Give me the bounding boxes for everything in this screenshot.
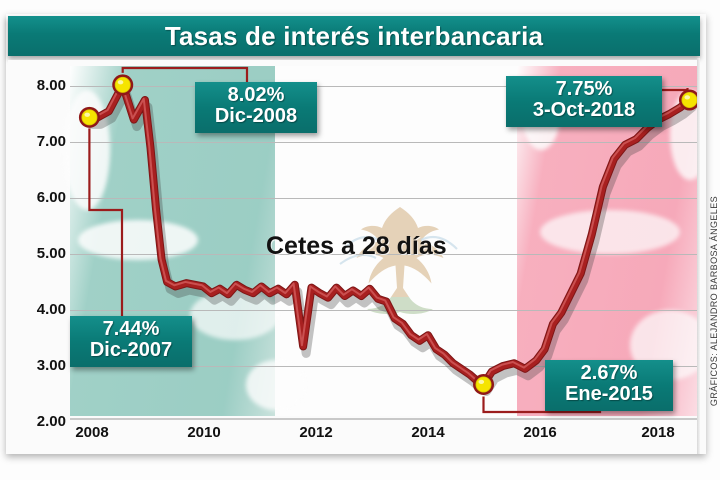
data-series-line	[78, 66, 700, 414]
x-tick-label: 2014	[411, 424, 445, 441]
title-bar: Tasas de interés interbancaria	[8, 16, 700, 56]
paint-smear	[190, 290, 280, 340]
gridline	[70, 198, 700, 199]
y-tick-label: 8.00	[36, 77, 66, 94]
gridline	[70, 254, 700, 255]
y-tick-label: 5.00	[36, 245, 66, 262]
paint-smear	[78, 220, 198, 260]
credit-text: GRÁFICOS: ALEJANDRO BARBOSA ÁNGELES	[709, 196, 719, 407]
callout-date: 3-Oct-2018	[532, 99, 636, 122]
gridline	[70, 86, 700, 87]
paint-smear	[540, 210, 680, 254]
x-tick-label: 2008	[75, 424, 109, 441]
data-point-marker[interactable]	[681, 92, 698, 109]
x-axis-labels: 2008 2010 2012 2014 2016 2018	[70, 422, 700, 452]
marker-highlight	[84, 112, 91, 117]
marker-highlight	[478, 379, 485, 384]
paint-smear	[246, 360, 306, 410]
callout-date: Ene-2015	[565, 383, 653, 406]
callout-value: 7.75%	[555, 78, 613, 100]
marker-highlight	[684, 95, 691, 100]
data-point-marker[interactable]	[114, 76, 131, 93]
x-tick-label: 2018	[641, 424, 675, 441]
gridline	[70, 310, 700, 311]
callout-value: 8.02%	[227, 84, 285, 106]
data-point-marker[interactable]	[475, 376, 492, 393]
x-axis-line	[70, 418, 700, 420]
callout-dic-2007[interactable]: 7.44% Dic-2007	[70, 316, 192, 367]
callout-ene-2015[interactable]: 2.67% Ene-2015	[545, 360, 673, 411]
callout-date: Dic-2007	[89, 339, 173, 362]
gridline	[70, 142, 700, 143]
callout-value: 2.67%	[580, 362, 638, 384]
y-tick-label: 7.00	[36, 133, 66, 150]
callout-date: Dic-2008	[214, 105, 298, 128]
y-tick-label: 3.00	[36, 357, 66, 374]
eagle-emblem-icon	[339, 207, 458, 314]
callout-oct-2018[interactable]: 7.75% 3-Oct-2018	[506, 76, 662, 127]
callout-dic-2008[interactable]: 8.02% Dic-2008	[195, 82, 317, 133]
callout-leader-line	[88, 128, 124, 316]
callout-leader-line	[121, 66, 249, 82]
page-title: Tasas de interés interbancaria	[164, 20, 544, 51]
x-tick-label: 2012	[299, 424, 333, 441]
gridlines	[70, 60, 700, 420]
y-axis-labels: 8.00 7.00 6.00 5.00 4.00 3.00 2.00	[8, 60, 66, 430]
data-point-marker[interactable]	[81, 109, 98, 126]
plot-area: 8.00 7.00 6.00 5.00 4.00 3.00 2.00 Cetes…	[8, 60, 700, 452]
marker-highlight	[117, 80, 124, 85]
chart-subtitle: Cetes a 28 días	[266, 232, 447, 260]
callout-value: 7.44%	[102, 318, 160, 340]
y-tick-label: 6.00	[36, 189, 66, 206]
y-tick-label: 2.00	[36, 413, 66, 430]
y-tick-label: 4.00	[36, 301, 66, 318]
page-spine	[697, 58, 700, 454]
x-tick-label: 2016	[523, 424, 557, 441]
x-tick-label: 2010	[187, 424, 221, 441]
gridline	[70, 366, 700, 367]
